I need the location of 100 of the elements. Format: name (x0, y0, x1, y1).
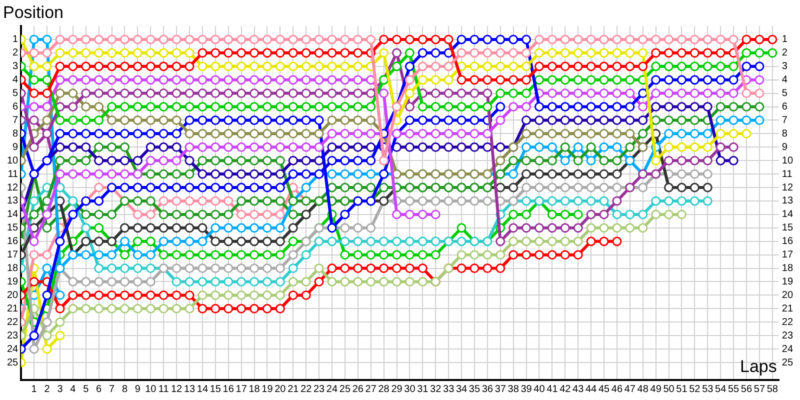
y-tick-label: 2 (12, 48, 19, 59)
x-tick-label: 10 (145, 384, 157, 395)
x-tick-label: 50 (663, 384, 675, 395)
y-tick-label: 23 (7, 330, 19, 342)
x-tick-label: 2 (44, 384, 50, 395)
x-tick-label: 15 (210, 384, 222, 395)
x-tick-label: 24 (326, 384, 338, 395)
x-tick-label: 7 (109, 384, 116, 395)
y2-tick-label: 9 (782, 142, 788, 153)
y-tick-label: 11 (8, 168, 19, 180)
x-tick-label: 12 (170, 384, 183, 395)
y2-tick-label: 2 (782, 48, 788, 59)
y-tick-label: 20 (7, 290, 19, 301)
y2-tick-label: 24 (782, 344, 794, 355)
x-tick-label: 5 (83, 384, 90, 395)
x-tick-label: 30 (404, 384, 416, 395)
x-tick-label: 53 (702, 384, 714, 395)
x-tick-label: 6 (96, 384, 102, 395)
y2-tick-label: 19 (782, 276, 794, 288)
y-tick-label: 10 (7, 155, 19, 166)
x-tick-label: 36 (482, 384, 494, 395)
y-axis-title: Position (3, 3, 64, 22)
x-tick-label: 4 (70, 384, 76, 395)
x-axis-title: Laps (740, 357, 777, 376)
y2-tick-label: 3 (782, 61, 788, 72)
x-tick-label: 46 (611, 384, 623, 395)
x-tick-label: 44 (585, 384, 598, 395)
y2-tick-label: 12 (782, 182, 794, 194)
x-tick-label: 34 (456, 384, 468, 395)
y2-tick-label: 11 (782, 168, 793, 180)
x-tick-label: 45 (598, 384, 610, 395)
y-tick-label: 7 (12, 114, 19, 126)
x-tick-label: 40 (534, 384, 546, 395)
x-tick-label: 18 (248, 384, 260, 395)
x-tick-label: 11 (158, 384, 170, 395)
x-tick-label: 19 (262, 384, 274, 395)
x-tick-label: 20 (274, 384, 286, 395)
x-tick-label: 47 (624, 384, 636, 395)
x-tick-label: 58 (766, 384, 778, 395)
y-tick-label: 15 (7, 222, 19, 234)
x-tick-label: 23 (313, 384, 326, 395)
y2-tick-label: 15 (782, 222, 794, 234)
x-tick-label: 8 (122, 384, 128, 395)
x-tick-label: 56 (740, 384, 752, 395)
y2-tick-label: 7 (782, 114, 788, 126)
y2-tick-label: 18 (782, 263, 794, 274)
x-tick-label: 25 (339, 384, 351, 395)
x-tick-label: 31 (417, 384, 429, 395)
x-tick-label: 21 (288, 384, 300, 395)
x-tick-label: 35 (468, 384, 480, 395)
y2-tick-label: 5 (782, 88, 788, 100)
y2-tick-label: 4 (782, 74, 788, 86)
y2-tick-label: 6 (782, 102, 788, 113)
x-tick-label: 51 (676, 384, 688, 395)
y-tick-label: 22 (7, 316, 19, 328)
x-tick-label: 29 (391, 384, 403, 395)
x-tick-label: 39 (520, 384, 532, 395)
y-tick-label: 4 (12, 74, 19, 86)
y2-tick-label: 25 (782, 357, 794, 368)
y-tick-label: 21 (7, 303, 19, 314)
x-tick-label: 32 (430, 384, 442, 395)
y2-tick-label: 21 (782, 303, 794, 314)
x-tick-label: 1 (31, 384, 38, 395)
y2-tick-label: 8 (782, 128, 788, 140)
y-tick-label: 16 (7, 236, 19, 248)
y-tick-label: 17 (7, 250, 19, 261)
y-tick-label: 14 (7, 209, 19, 220)
y-tick-label: 6 (12, 102, 19, 113)
y2-tick-label: 23 (782, 330, 794, 342)
x-tick-label: 27 (365, 384, 377, 395)
x-tick-label: 14 (196, 384, 208, 395)
x-tick-label: 41 (546, 384, 558, 395)
x-tick-label: 52 (689, 384, 701, 395)
x-tick-label: 33 (443, 384, 455, 395)
x-tick-label: 22 (300, 384, 312, 395)
x-tick-label: 49 (650, 384, 662, 395)
y-tick-label: 9 (12, 142, 19, 153)
x-tick-label: 57 (754, 384, 766, 395)
x-tick-label: 17 (236, 384, 248, 395)
y2-tick-label: 16 (782, 236, 794, 248)
x-tick-label: 9 (134, 384, 141, 395)
y2-tick-label: 13 (782, 196, 794, 207)
y-tick-label: 8 (12, 128, 19, 140)
y-tick-label: 3 (12, 61, 19, 72)
x-tick-label: 37 (494, 384, 506, 395)
x-tick-label: 48 (637, 384, 649, 395)
y-tick-label: 13 (7, 196, 19, 207)
y-tick-label: 24 (7, 344, 19, 355)
y2-tick-label: 10 (782, 155, 794, 166)
y2-tick-label: 14 (782, 209, 794, 220)
x-tick-label: 13 (184, 384, 196, 395)
y-tick-label: 19 (7, 276, 19, 288)
y2-tick-label: 17 (782, 250, 794, 261)
y2-tick-label: 22 (782, 316, 794, 328)
y-tick-label: 5 (12, 88, 19, 100)
x-tick-label: 3 (57, 384, 64, 395)
y2-tick-label: 20 (782, 290, 794, 301)
y-tick-label: 25 (7, 357, 19, 368)
x-tick-label: 28 (378, 384, 390, 395)
x-tick-label: 54 (715, 384, 727, 395)
